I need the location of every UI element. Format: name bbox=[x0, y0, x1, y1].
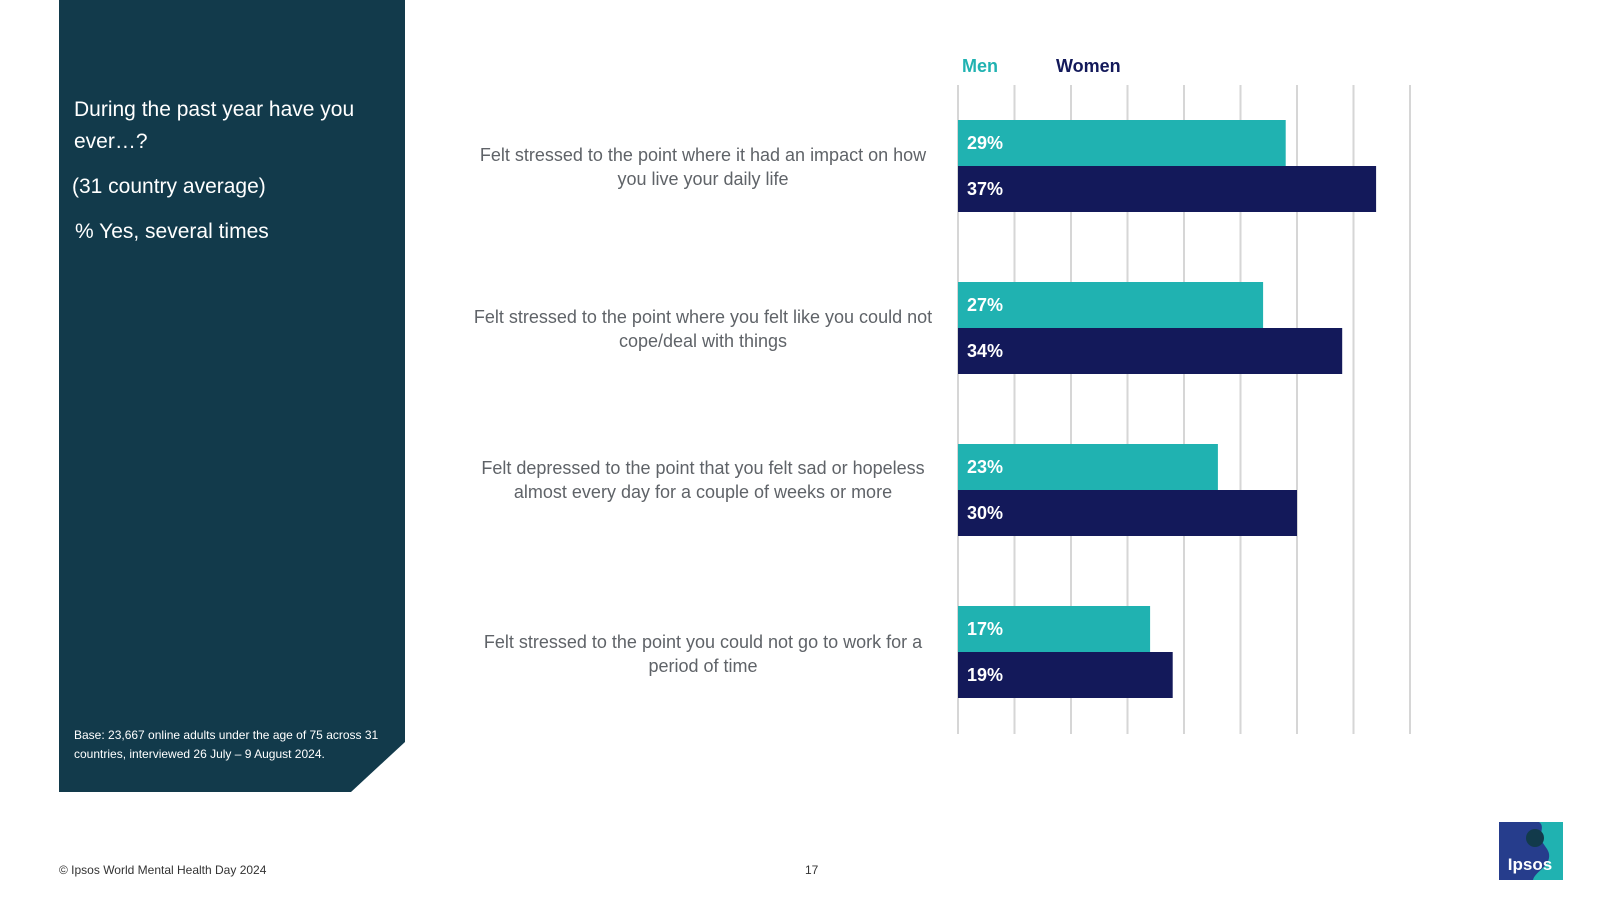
category-label: Felt stressed to the point where it had … bbox=[479, 145, 927, 189]
bar-value-label: 27% bbox=[967, 295, 1003, 315]
bar-value-label: 17% bbox=[967, 619, 1003, 639]
bar-value-label: 30% bbox=[967, 503, 1003, 523]
bar-women bbox=[958, 166, 1377, 212]
ipsos-logo: Ipsos bbox=[1499, 822, 1563, 880]
subtitle-text: (31 country average) bbox=[72, 175, 266, 198]
measure-text: % Yes, several times bbox=[75, 220, 269, 243]
category-label: Felt stressed to the point you could not… bbox=[483, 632, 923, 676]
category-label: Felt depressed to the point that you fel… bbox=[481, 458, 925, 502]
legend-women: Women bbox=[1056, 56, 1121, 76]
logo-text: Ipsos bbox=[1508, 855, 1552, 874]
bar-women bbox=[958, 652, 1173, 698]
bar-men bbox=[958, 120, 1286, 166]
question-text: During the past year have you ever…? bbox=[74, 98, 355, 153]
bar-value-label: 19% bbox=[967, 665, 1003, 685]
page-number: 17 bbox=[805, 863, 819, 877]
bar-men bbox=[958, 444, 1218, 490]
bar-men bbox=[958, 606, 1151, 652]
bar-women bbox=[958, 490, 1297, 536]
bar-value-label: 23% bbox=[967, 457, 1003, 477]
bar-women bbox=[958, 328, 1343, 374]
legend-men: Men bbox=[962, 56, 998, 76]
bar-value-label: 29% bbox=[967, 133, 1003, 153]
bar-men bbox=[958, 282, 1264, 328]
footer-copyright: © Ipsos World Mental Health Day 2024 bbox=[59, 863, 267, 877]
base-note: Base: 23,667 online adults under the age… bbox=[74, 728, 379, 761]
bar-value-label: 34% bbox=[967, 341, 1003, 361]
category-label: Felt stressed to the point where you fel… bbox=[473, 307, 933, 351]
side-panel bbox=[59, 0, 405, 792]
bar-value-label: 37% bbox=[967, 179, 1003, 199]
